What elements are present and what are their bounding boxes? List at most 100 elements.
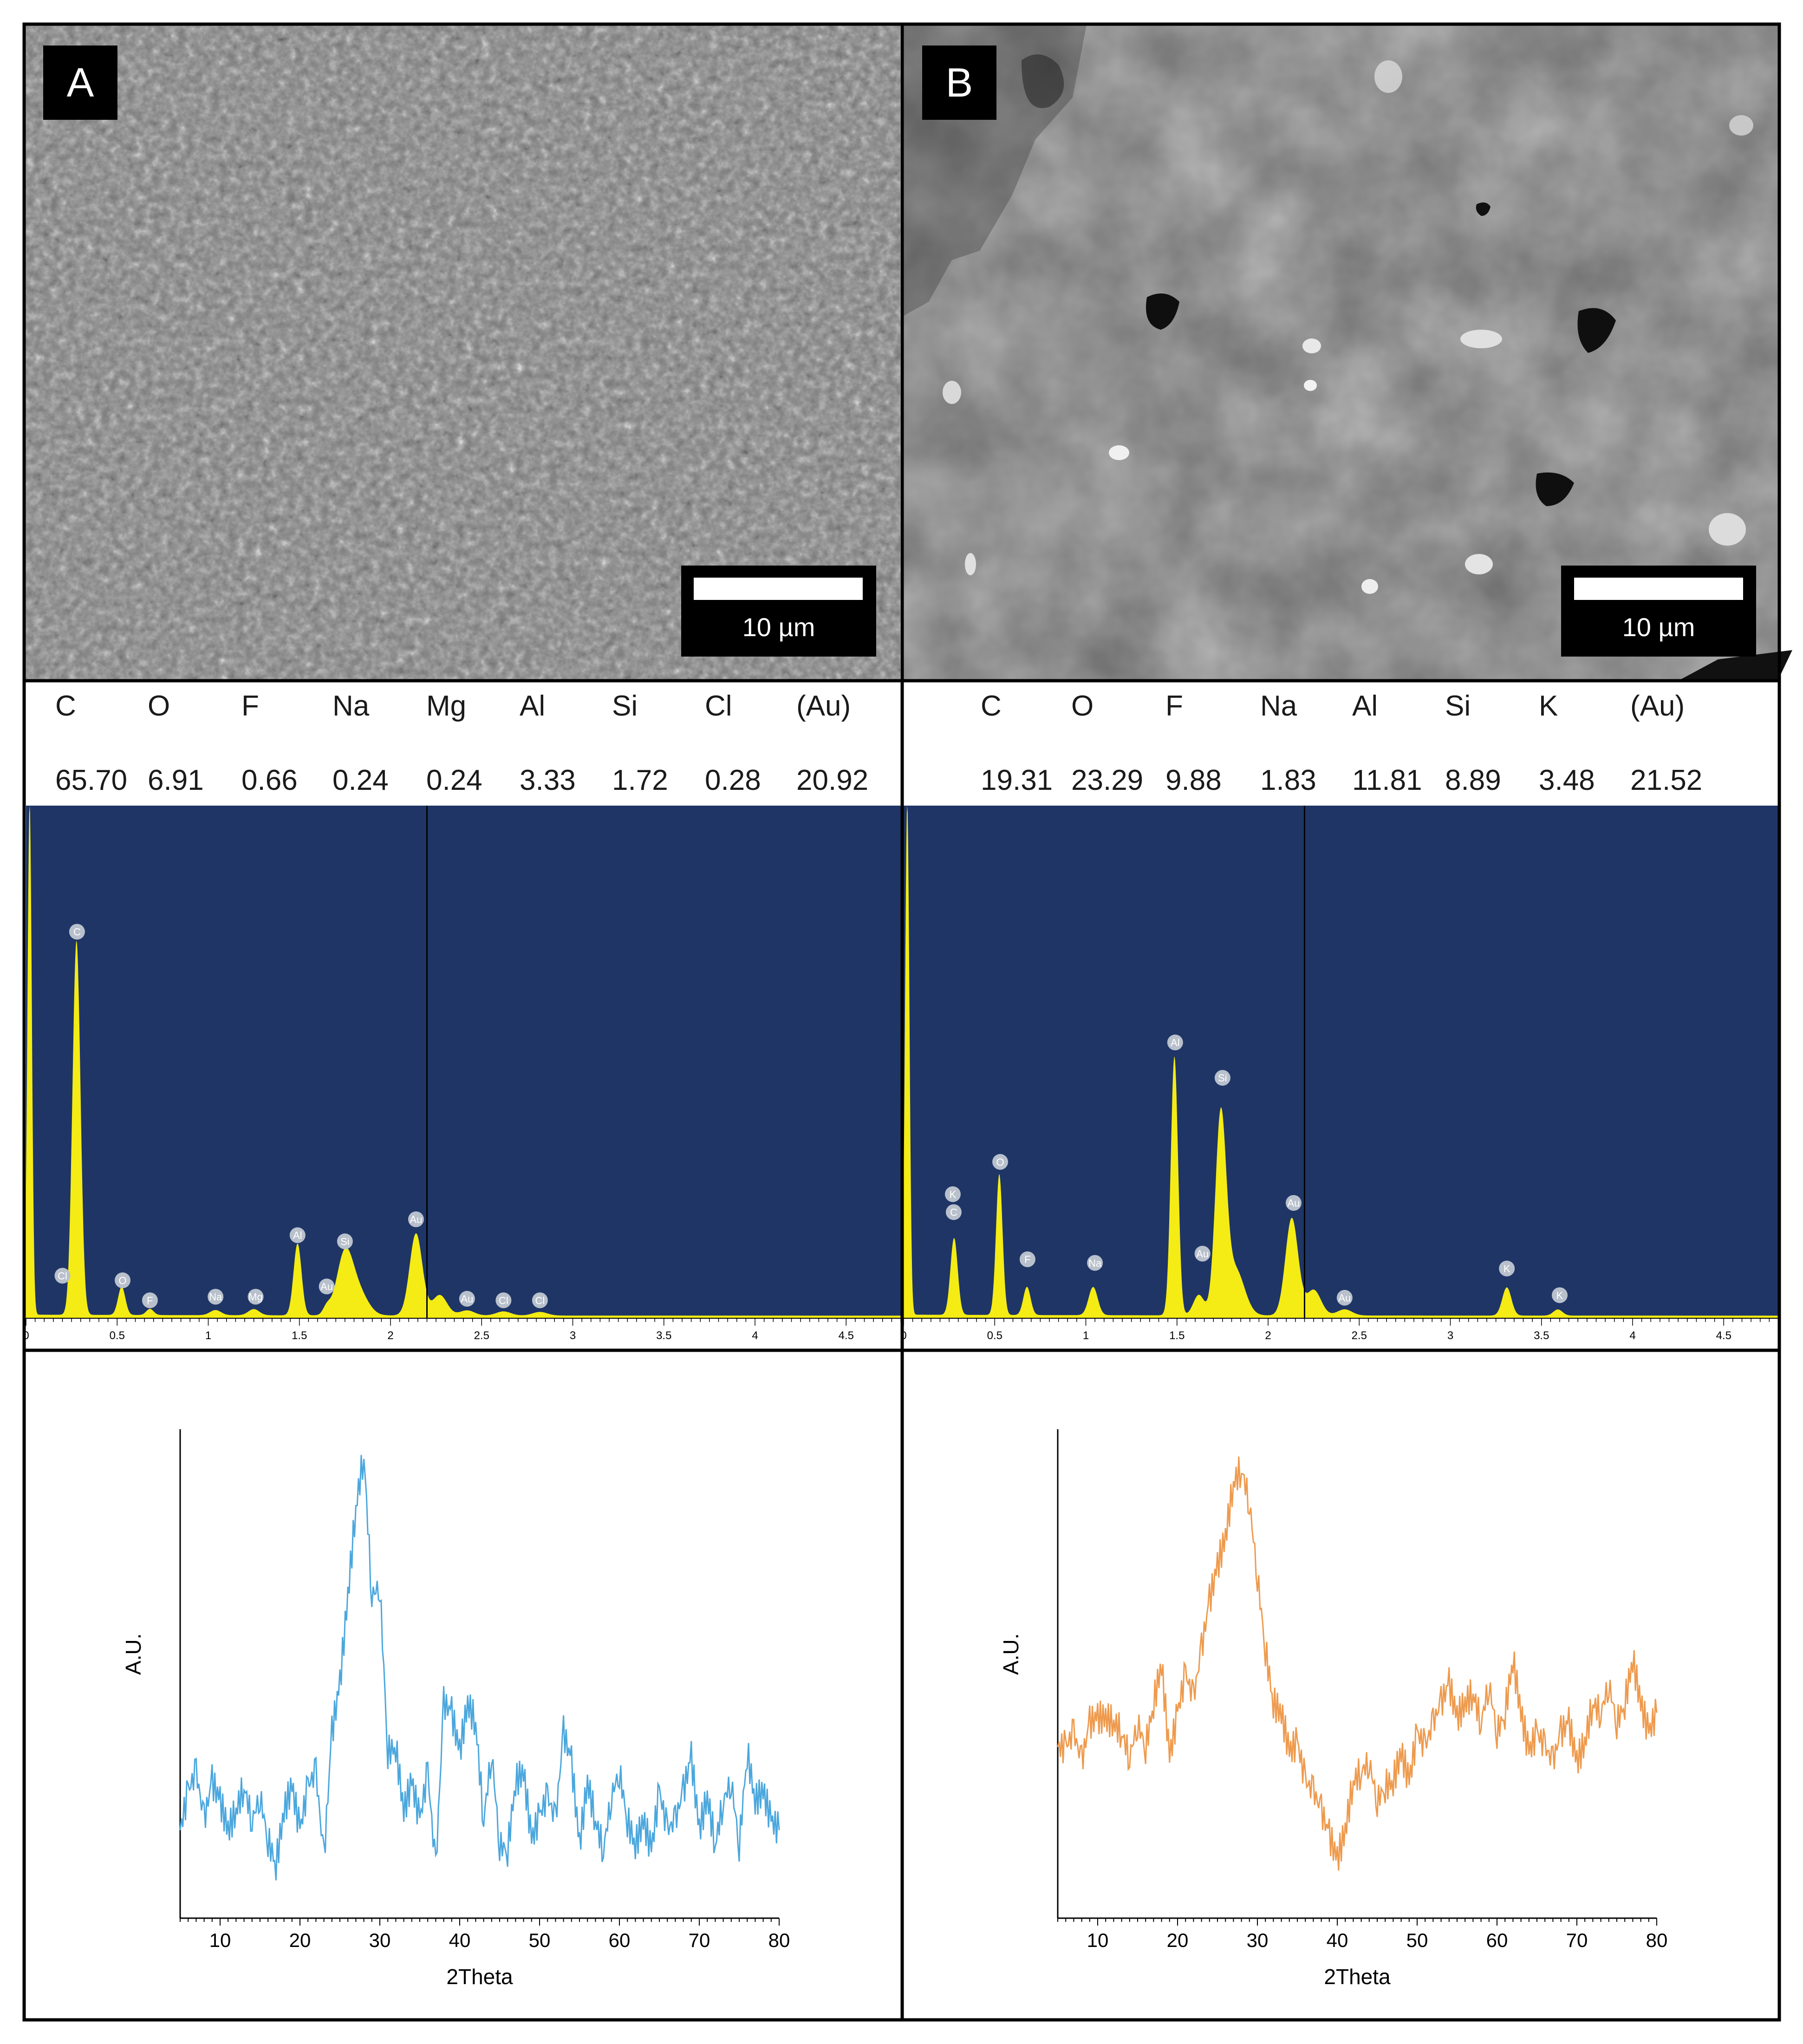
peak-label-text: O [996, 1156, 1004, 1168]
peak-label: Cl [54, 1268, 71, 1284]
scale-bar-label-a: 10 µm [742, 612, 815, 642]
value-cell: 20.92 [796, 764, 868, 796]
peak-label: C [945, 1204, 962, 1220]
peak-label-text: K [950, 1189, 957, 1200]
peak-label-text: C [950, 1206, 957, 1218]
eds-tick-label: 1.5 [292, 1329, 307, 1342]
peak-label: Au [459, 1291, 475, 1307]
element-cell: F [1165, 690, 1183, 722]
scale-bar-b: 10 µm [1561, 566, 1756, 657]
element-cell: C [981, 690, 1002, 722]
xrd-tick-label: 60 [609, 1929, 631, 1951]
element-cell: Si [612, 690, 638, 722]
element-row-a: C O F Na Mg Al Si Cl (Au) [55, 690, 851, 722]
xrd-tick-label: 60 [1486, 1929, 1508, 1951]
peak-label-marker [1087, 1255, 1103, 1271]
xrd-tick-label: 30 [1247, 1929, 1269, 1951]
panel-label-a: A [43, 46, 117, 120]
peak-label-text: F [147, 1295, 153, 1306]
peak-label: Na [1087, 1255, 1103, 1271]
peak-label-marker [1167, 1035, 1183, 1051]
peak-label-marker [69, 924, 85, 940]
peak-label-text: Cl [535, 1295, 545, 1306]
eds-tick-label: 1 [205, 1329, 211, 1342]
peak-label: Si [1214, 1070, 1230, 1086]
peak-label-text: Au [461, 1293, 473, 1305]
xrd-tick-label: 10 [209, 1929, 231, 1951]
peak-label: Na [208, 1289, 224, 1305]
peak-label: Au [319, 1278, 335, 1295]
element-cell: Al [1352, 690, 1378, 722]
element-cell: O [148, 690, 170, 722]
peak-label: O [992, 1154, 1009, 1170]
value-cell: 0.66 [241, 764, 298, 796]
peak-label-marker [289, 1227, 306, 1243]
peak-label-marker [495, 1292, 512, 1308]
xrd-tick-label: 70 [1566, 1929, 1588, 1951]
peak-label: Cl [532, 1292, 548, 1308]
peak-label: Au [1285, 1195, 1302, 1211]
eds-tick-label: 0.5 [110, 1329, 125, 1342]
peak-label-marker [992, 1154, 1009, 1170]
value-cell: 1.83 [1260, 764, 1316, 796]
peak-label-marker [1499, 1260, 1515, 1276]
panel-letter-b: B [946, 59, 973, 105]
xrd-x-axis-title: 2Theta [446, 1965, 513, 1989]
xrd-pattern-a: 10 20 30 40 50 60 70 80 2Theta A.U. [121, 1429, 790, 1989]
sem-image-b: B 10 µm [904, 25, 1792, 679]
peak-label-marker [1019, 1251, 1035, 1268]
eds-tick-label: 2.5 [474, 1329, 489, 1342]
xrd-y-axis-title: A.U. [999, 1634, 1023, 1675]
composition-table-a: C O F Na Mg Al Si Cl (Au) 65.70 6.91 0.6… [55, 690, 868, 796]
eds-tick-label: 1 [1083, 1329, 1089, 1342]
peak-label-text: Au [1338, 1292, 1351, 1304]
value-cell: 0.28 [705, 764, 761, 796]
peak-label: Au [1194, 1245, 1211, 1262]
eds-tick-label: 4.5 [1716, 1329, 1731, 1342]
eds-tick-label: 4 [752, 1329, 758, 1342]
peak-label-text: Al [1171, 1037, 1180, 1048]
value-cell: 8.89 [1445, 764, 1501, 796]
peak-label-marker [142, 1292, 158, 1308]
peak-label: Au [408, 1211, 424, 1227]
eds-tick-label: 2 [1265, 1329, 1271, 1342]
peak-label-marker [459, 1291, 475, 1307]
eds-tick-label: 3 [570, 1329, 576, 1342]
xrd-series-line [1057, 1456, 1658, 1871]
peak-label: K [1552, 1287, 1568, 1303]
eds-tick-label: 0.5 [987, 1329, 1002, 1342]
value-cell: 11.81 [1352, 764, 1422, 796]
value-cell: 3.48 [1539, 764, 1595, 796]
value-cell: 9.88 [1165, 764, 1222, 796]
peak-label-text: Na [1088, 1257, 1102, 1269]
xrd-tick-label: 10 [1087, 1929, 1109, 1951]
xrd-x-axis-title: 2Theta [1324, 1965, 1391, 1989]
eds-tick-label: 4 [1629, 1329, 1635, 1342]
element-cell: F [241, 690, 259, 722]
eds-tick-label: 2.5 [1352, 1329, 1367, 1342]
peak-label-text: Al [293, 1230, 302, 1241]
peak-label: K [1499, 1260, 1515, 1276]
peak-label-text: O [118, 1275, 126, 1286]
peak-label-marker [408, 1211, 424, 1227]
peak-label-marker [945, 1204, 962, 1220]
peak-label-marker [1336, 1289, 1353, 1306]
composition-table-b: C O F Na Al Si K (Au) 19.31 23.29 9.88 1… [981, 690, 1702, 796]
value-cell: 21.52 [1630, 764, 1702, 796]
peak-label: F [142, 1292, 158, 1308]
element-cell: O [1071, 690, 1094, 722]
value-cell: 3.33 [520, 764, 576, 796]
peak-label-text: C [73, 926, 81, 938]
xrd-tick-label: 50 [529, 1929, 551, 1951]
xrd-y-axis-title: A.U. [121, 1634, 145, 1675]
element-cell: Mg [426, 690, 466, 722]
eds-plot-background [26, 806, 901, 1318]
peak-label-text: Au [410, 1214, 422, 1225]
element-cell: (Au) [1630, 690, 1685, 722]
value-cell: 6.91 [148, 764, 204, 796]
peak-label: K [944, 1186, 961, 1202]
figure-borders [22, 22, 1781, 2022]
peak-label: Al [1167, 1035, 1183, 1051]
xrd-tick-label: 50 [1406, 1929, 1428, 1951]
